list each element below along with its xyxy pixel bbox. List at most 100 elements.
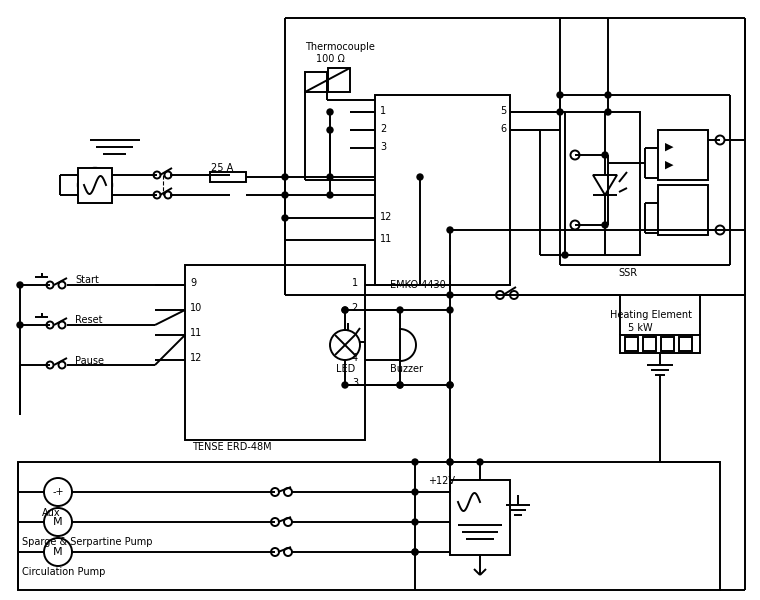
Circle shape xyxy=(605,92,611,98)
Circle shape xyxy=(327,127,333,133)
Text: ▶: ▶ xyxy=(665,142,673,152)
Text: Buzzer: Buzzer xyxy=(390,364,423,374)
Text: Sparge & Serpartine Pump: Sparge & Serpartine Pump xyxy=(22,537,153,547)
Circle shape xyxy=(154,191,160,199)
Circle shape xyxy=(397,382,403,388)
Circle shape xyxy=(412,519,418,525)
Circle shape xyxy=(557,92,563,98)
Circle shape xyxy=(571,151,579,160)
Text: Thermocouple: Thermocouple xyxy=(305,42,375,52)
Bar xyxy=(305,72,327,92)
Circle shape xyxy=(330,330,360,360)
Text: Aux: Aux xyxy=(42,508,61,518)
Circle shape xyxy=(715,136,724,145)
Text: 1: 1 xyxy=(380,106,386,116)
Circle shape xyxy=(412,459,418,465)
Circle shape xyxy=(282,215,288,221)
Text: EMKO 4430: EMKO 4430 xyxy=(390,280,446,290)
Circle shape xyxy=(447,307,453,313)
Circle shape xyxy=(327,174,333,180)
Circle shape xyxy=(44,478,72,506)
Text: 100 Ω: 100 Ω xyxy=(316,54,345,64)
Circle shape xyxy=(59,361,65,368)
Circle shape xyxy=(715,226,724,235)
Text: SSR: SSR xyxy=(619,268,638,278)
Bar xyxy=(643,337,656,351)
Bar xyxy=(185,265,365,440)
Bar xyxy=(658,130,708,180)
Text: Circulation Pump: Circulation Pump xyxy=(22,567,106,577)
Circle shape xyxy=(44,508,72,536)
Text: 9: 9 xyxy=(190,278,196,288)
Circle shape xyxy=(284,488,292,496)
Circle shape xyxy=(417,174,423,180)
Text: -+: -+ xyxy=(52,487,64,497)
Circle shape xyxy=(412,549,418,555)
Circle shape xyxy=(605,109,611,115)
Text: 6: 6 xyxy=(500,124,506,134)
Circle shape xyxy=(327,192,333,198)
Text: ▶: ▶ xyxy=(665,160,673,170)
Text: M: M xyxy=(53,547,63,557)
Text: 2: 2 xyxy=(352,303,358,313)
Text: Heating Element: Heating Element xyxy=(610,310,692,320)
Circle shape xyxy=(282,174,288,180)
Text: Reset: Reset xyxy=(75,315,103,325)
Circle shape xyxy=(602,152,608,158)
Circle shape xyxy=(17,322,23,328)
Circle shape xyxy=(271,488,279,496)
Circle shape xyxy=(282,192,288,198)
Text: M: M xyxy=(53,517,63,527)
Circle shape xyxy=(557,109,563,115)
Circle shape xyxy=(271,548,279,556)
Text: 1: 1 xyxy=(352,278,358,288)
Text: +12V: +12V xyxy=(428,476,455,486)
Circle shape xyxy=(447,459,453,465)
Circle shape xyxy=(59,281,65,289)
Circle shape xyxy=(602,222,608,228)
Bar xyxy=(620,335,700,353)
Circle shape xyxy=(447,459,453,465)
Bar xyxy=(78,168,112,203)
Circle shape xyxy=(46,361,53,368)
Circle shape xyxy=(447,292,453,298)
Circle shape xyxy=(327,109,333,115)
Text: 25 A: 25 A xyxy=(211,163,233,173)
Circle shape xyxy=(284,518,292,526)
Text: Start: Start xyxy=(75,275,99,285)
Circle shape xyxy=(342,307,348,313)
Bar xyxy=(661,337,674,351)
Text: 11: 11 xyxy=(380,234,392,244)
Circle shape xyxy=(46,281,53,289)
Circle shape xyxy=(44,538,72,566)
Circle shape xyxy=(59,322,65,329)
Bar xyxy=(565,112,640,255)
Bar xyxy=(18,462,720,590)
Text: 12: 12 xyxy=(380,212,392,222)
Circle shape xyxy=(154,172,160,179)
Circle shape xyxy=(342,307,348,313)
Text: 10: 10 xyxy=(190,303,202,313)
Circle shape xyxy=(17,282,23,288)
Circle shape xyxy=(496,291,504,299)
Circle shape xyxy=(477,459,483,465)
Circle shape xyxy=(164,191,172,199)
Circle shape xyxy=(397,382,403,388)
Circle shape xyxy=(447,382,453,388)
Text: 4: 4 xyxy=(352,353,358,363)
Circle shape xyxy=(447,227,453,233)
Text: Pause: Pause xyxy=(75,356,104,366)
Text: 3: 3 xyxy=(352,378,358,388)
Text: 11: 11 xyxy=(190,328,202,338)
Bar xyxy=(679,337,692,351)
Circle shape xyxy=(284,548,292,556)
Text: 5: 5 xyxy=(500,106,506,116)
Circle shape xyxy=(342,382,348,388)
Circle shape xyxy=(78,168,112,202)
Circle shape xyxy=(164,172,172,179)
Circle shape xyxy=(571,220,579,229)
Bar xyxy=(210,172,246,182)
Circle shape xyxy=(412,489,418,495)
Text: 5 kW: 5 kW xyxy=(628,323,653,333)
Circle shape xyxy=(510,291,518,299)
